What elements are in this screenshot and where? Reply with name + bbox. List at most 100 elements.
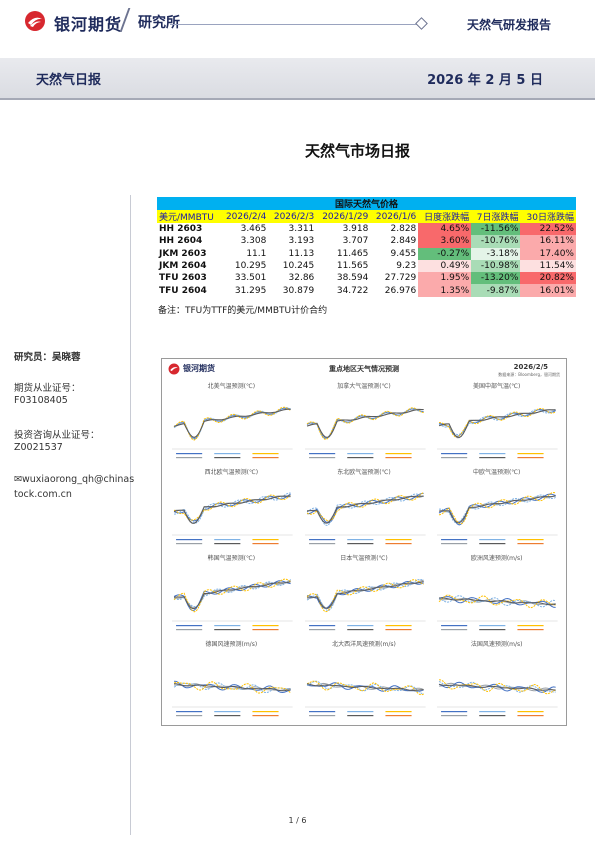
change-cell: 17.40% [520, 247, 576, 260]
legend-swatch [479, 715, 506, 717]
panel-logo-text: 银河期货 [183, 364, 215, 373]
title-banner: 天然气日报 2026 年 2 月 5 日 [0, 58, 595, 100]
legend-swatch [441, 629, 468, 631]
forecast-chart-title: 美国中部气温(℃) [472, 383, 521, 390]
col-header: 美元/MMBTU [157, 210, 221, 223]
price-cell: 10.245 [282, 261, 315, 272]
change-cell: -10.76% [471, 235, 521, 248]
legend-swatch [441, 543, 468, 545]
price-cell: 3.918 [342, 224, 369, 235]
forecast-series-line [439, 409, 556, 439]
legend-swatch [176, 711, 203, 713]
panel-logo-icon [168, 363, 180, 375]
page-header: 银河期货 研究所 天然气研发报告 [0, 0, 595, 44]
forecast-series-line [173, 578, 291, 613]
legend-swatch [346, 543, 374, 545]
legend-swatch [252, 715, 279, 717]
forecast-series-line [306, 495, 424, 524]
change-cell: 16.11% [520, 235, 576, 248]
change-cell: 1.95% [418, 272, 472, 285]
forecast-chart-plot [304, 578, 426, 631]
forecast-chart-plot [437, 594, 558, 631]
forecast-series-line [173, 682, 291, 694]
legend-swatch [214, 543, 241, 545]
invest-cert-label: 投资咨询从业证号： [14, 430, 100, 441]
legend-swatch [385, 715, 412, 717]
forecast-series-line [439, 408, 557, 436]
forecast-series-line [173, 494, 291, 521]
price-cell: 11.13 [288, 248, 315, 259]
forecast-series-line [174, 581, 291, 610]
forecast-series-line [173, 580, 291, 612]
forecast-series-line [439, 408, 557, 437]
legend-swatch [517, 539, 544, 541]
forecast-chart-title: 韩国气温预测(℃) [207, 555, 256, 562]
legend-swatch [385, 629, 412, 631]
contract-name: JKM 2604 [159, 261, 207, 272]
legend-swatch [176, 457, 203, 459]
price-cell: 3.308 [240, 236, 267, 247]
legend-swatch [252, 711, 279, 713]
forecast-series-line [306, 408, 424, 439]
legend-swatch [346, 715, 374, 717]
forecast-series-line [174, 683, 291, 692]
legend-swatch [346, 539, 374, 541]
legend-swatch [214, 715, 241, 717]
legend-swatch [346, 457, 374, 459]
price-cell: 9.23 [396, 261, 417, 272]
diamond-icon [415, 17, 428, 30]
legend-swatch [308, 711, 335, 713]
legend-swatch [308, 453, 335, 455]
price-cell: 3.465 [240, 224, 267, 235]
legend-swatch [176, 543, 203, 545]
forecast-chart: 欧洲风速预测(m/s) [431, 551, 562, 635]
forecast-series-line [306, 680, 424, 696]
header-rule [170, 24, 418, 25]
change-cell: -13.20% [471, 272, 521, 285]
legend-swatch [308, 543, 335, 545]
col-header: 2026/1/29 [316, 210, 371, 223]
col-header: 7日涨跌幅 [471, 210, 521, 223]
legend-swatch [385, 539, 412, 541]
email-line-2[interactable]: tock.com.cn [14, 489, 72, 500]
forecast-series-line [439, 493, 557, 526]
forecast-series-line [439, 409, 556, 439]
page-title: 天然气市场日报 [304, 142, 410, 160]
change-cell: 16.01% [520, 284, 576, 297]
email-line-1[interactable]: ✉wuxiaorong_qh@chinas [14, 474, 134, 485]
forecast-chart-title: 中欧气温预测(℃) [472, 469, 521, 476]
change-cell: 3.60% [418, 235, 472, 248]
sidebar-divider [130, 195, 131, 835]
panel-source: 数据来源：Bloomberg，银河期货 [498, 372, 560, 377]
table-row: HH 2603 3.465 3.311 3.918 2.828 4.65% -1… [157, 223, 576, 236]
forecast-chart-plot [437, 408, 558, 459]
forecast-series-line [173, 407, 291, 440]
forecast-chart-title: 日本气温预测(℃) [340, 555, 388, 562]
forecast-chart: 法国风速预测(m/s) [431, 637, 562, 721]
table-row: JKM 2604 10.295 10.245 11.565 9.23 0.49%… [157, 259, 576, 273]
legend-swatch [308, 625, 335, 627]
forecast-chart: 北大西洋风速预测(m/s) [299, 637, 430, 721]
forecast-chart: 中欧气温预测(℃) [431, 465, 562, 549]
cert-label: 期货从业证号： [14, 383, 81, 394]
forecast-chart: 日本气温预测(℃) [299, 551, 430, 635]
legend-swatch [346, 625, 374, 627]
col-header: 2026/2/3 [268, 210, 317, 223]
col-header: 2026/1/6 [370, 210, 419, 223]
legend-swatch [385, 543, 412, 545]
price-cell: 11.465 [336, 248, 369, 259]
table-row: JKM 2603 11.1 11.13 11.465 9.455 -0.27% … [157, 247, 576, 260]
forecast-series-line [173, 408, 291, 438]
mail-icon: ✉ [14, 474, 22, 485]
company-name: 银河期货 [54, 15, 123, 34]
legend-swatch [176, 453, 203, 455]
price-table: 国际天然气价格 美元/MMBTU 2026/2/4 2026/2/3 2026/… [157, 197, 576, 297]
contract-name: TFU 2604 [159, 285, 207, 296]
change-cell: 1.35% [418, 284, 472, 297]
forecast-chart: 韩国气温预测(℃) [166, 551, 297, 635]
forecast-chart-plot [172, 492, 293, 545]
company-logo-icon [25, 11, 45, 31]
legend-swatch [252, 539, 279, 541]
legend-swatch [517, 453, 544, 455]
forecast-chart-plot [437, 679, 558, 717]
